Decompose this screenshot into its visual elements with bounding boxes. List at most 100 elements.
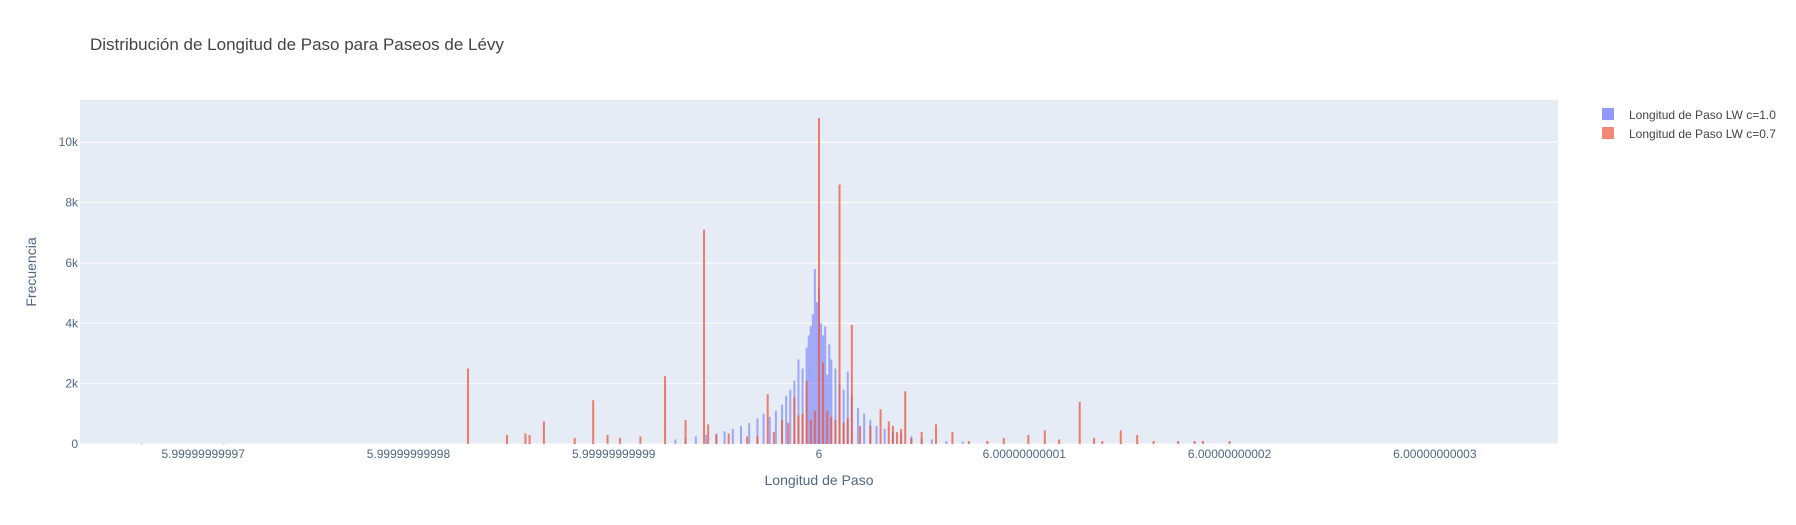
bar-series2	[869, 425, 872, 444]
bar-series1	[820, 323, 823, 444]
bar-series2	[920, 431, 923, 444]
legend-item-series2[interactable]: Longitud de Paso LW c=0.7	[1602, 127, 1776, 141]
legend-swatch-series1	[1602, 108, 1614, 120]
bar-series2	[838, 184, 841, 445]
bar-series2	[951, 431, 954, 444]
legend-item-series1[interactable]: Longitud de Paso LW c=1.0	[1602, 108, 1776, 122]
bar-series2	[1043, 430, 1046, 444]
bar-series1	[834, 368, 837, 444]
bar-series1	[961, 441, 964, 444]
bar-series2	[746, 436, 749, 444]
bar-series1	[875, 425, 878, 444]
bar-series1	[883, 428, 886, 444]
bar-series2	[859, 425, 862, 444]
bar-series2	[1058, 439, 1061, 444]
legend-label-series2: Longitud de Paso LW c=0.7	[1629, 127, 1776, 141]
bar-series1	[731, 428, 734, 444]
y-tick-labels: 0 2k 4k 6k 8k 10k	[59, 135, 79, 451]
bar-series2	[797, 415, 800, 444]
legend-swatch-series2	[1602, 127, 1614, 139]
bar-series2	[528, 434, 531, 444]
bar-series1	[756, 418, 759, 444]
bar-series1	[797, 359, 800, 444]
bar-series2	[887, 421, 890, 444]
bar-series1	[815, 302, 818, 444]
bar-series2	[684, 419, 687, 444]
bar-series2	[606, 434, 609, 444]
bar-series2	[813, 410, 816, 444]
legend-label-series1: Longitud de Paso LW c=1.0	[1629, 108, 1776, 122]
bar-series2	[573, 437, 576, 444]
bar-series2	[879, 409, 882, 444]
bar-series2	[772, 431, 775, 444]
bar-series2	[850, 324, 853, 444]
bar-series2	[904, 391, 907, 444]
bar-series1	[846, 371, 849, 444]
bar-series2	[910, 437, 913, 444]
bar-series2	[466, 368, 469, 444]
y-tick-label: 0	[71, 437, 78, 451]
bar-series2	[896, 431, 899, 444]
bar-series2	[818, 118, 820, 445]
bar-series2	[222, 443, 225, 445]
bars	[140, 118, 1231, 445]
y-tick-label: 10k	[59, 135, 79, 149]
bar-series2	[715, 434, 718, 444]
bar-series1	[842, 389, 845, 444]
bar-series2	[1193, 440, 1196, 444]
y-tick-label: 6k	[65, 256, 79, 270]
bar-series2	[1119, 430, 1122, 444]
x-tick-label: 6.00000000002	[1188, 447, 1272, 461]
bar-series2	[822, 362, 825, 444]
bar-series2	[891, 425, 894, 444]
bar-series2	[727, 433, 730, 444]
bar-series2	[826, 410, 829, 444]
x-tick-label: 5.99999999998	[367, 447, 451, 461]
bar-series2	[787, 422, 790, 444]
bar-series1	[828, 344, 831, 444]
bar-series1	[785, 395, 788, 444]
x-tick-label: 6.00000000001	[983, 447, 1067, 461]
bar-series2	[1177, 440, 1180, 444]
bar-series2	[1201, 440, 1204, 444]
bar-series2	[986, 440, 989, 444]
bar-series1	[807, 335, 810, 444]
bar-series2	[1078, 401, 1081, 444]
bar-series2	[505, 434, 508, 444]
x-tick-label: 5.99999999997	[161, 447, 245, 461]
bar-series1	[863, 413, 866, 444]
bar-series1	[674, 439, 677, 444]
bar-series2	[1228, 440, 1231, 444]
bar-series1	[768, 416, 771, 444]
bar-series2	[1101, 440, 1104, 444]
bar-series2	[830, 416, 833, 444]
bar-series2	[967, 440, 970, 444]
bar-series2	[793, 397, 796, 444]
bar-series1	[801, 368, 804, 444]
bar-series2	[1136, 434, 1139, 444]
y-axis-title: Frecuencia	[23, 237, 39, 306]
bar-series1	[809, 326, 812, 444]
bar-series2	[542, 421, 545, 444]
bar-series2	[707, 424, 710, 444]
bar-series1	[748, 422, 751, 444]
bar-series1	[830, 359, 833, 444]
y-tick-label: 8k	[65, 196, 79, 210]
bar-series1	[694, 436, 697, 444]
bar-series1	[824, 326, 827, 444]
bar-series2	[1027, 434, 1030, 444]
bar-series2	[766, 394, 769, 444]
bar-series1	[857, 407, 859, 444]
bar-series1	[826, 374, 829, 444]
bar-series2	[834, 419, 837, 444]
bar-series1	[811, 314, 814, 444]
bar-series1	[762, 413, 765, 444]
bar-series1	[723, 431, 726, 444]
bar-series1	[945, 440, 948, 444]
bar-series2	[140, 443, 143, 445]
legend[interactable]: Longitud de Paso LW c=1.0 Longitud de Pa…	[1602, 108, 1776, 141]
bar-series2	[809, 419, 812, 444]
bar-series2	[846, 418, 849, 444]
bar-series2	[935, 424, 938, 444]
bar-series2	[842, 422, 845, 444]
